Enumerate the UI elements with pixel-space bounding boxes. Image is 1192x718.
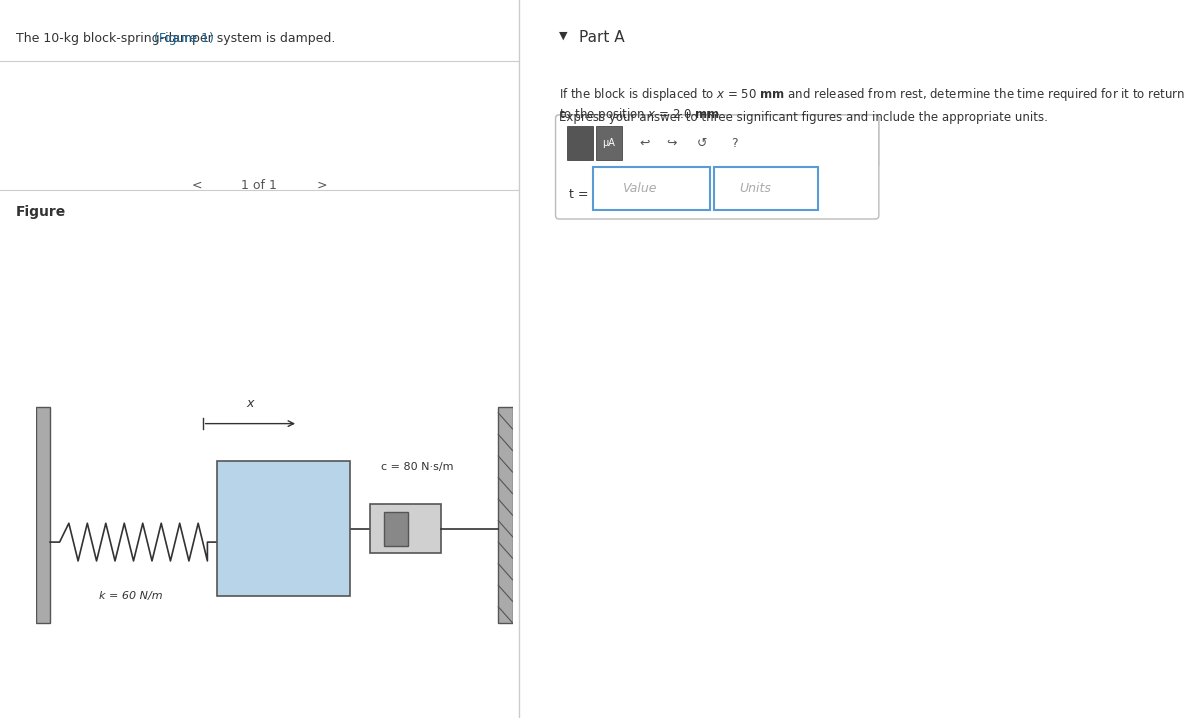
FancyBboxPatch shape <box>567 126 592 160</box>
Text: ▼: ▼ <box>559 30 567 40</box>
Text: The 10-kg block-spring-damper system is damped.: The 10-kg block-spring-damper system is … <box>15 32 335 45</box>
FancyBboxPatch shape <box>596 126 621 160</box>
Text: ↩: ↩ <box>640 136 651 149</box>
Text: k = 60 N/m: k = 60 N/m <box>99 590 163 600</box>
Text: 1 of 1: 1 of 1 <box>241 179 278 192</box>
Text: Express your answer to three significant figures and include the appropriate uni: Express your answer to three significant… <box>559 111 1048 124</box>
Text: c = 80 N·s/m: c = 80 N·s/m <box>381 462 453 472</box>
Bar <box>384 512 408 546</box>
FancyBboxPatch shape <box>555 115 879 169</box>
Text: x: x <box>247 397 254 410</box>
Text: Part A: Part A <box>579 30 625 45</box>
FancyBboxPatch shape <box>592 167 710 210</box>
FancyBboxPatch shape <box>555 115 879 219</box>
Text: Value: Value <box>622 182 657 195</box>
Text: Units: Units <box>740 182 771 195</box>
Text: If the block is displaced to $\it{x}$ = 50 $\bf{mm}$ and released from rest, det: If the block is displaced to $\it{x}$ = … <box>559 86 1185 123</box>
FancyBboxPatch shape <box>714 167 818 210</box>
Bar <box>217 462 350 596</box>
Text: <: < <box>192 179 203 192</box>
Text: Figure: Figure <box>15 205 66 218</box>
Bar <box>370 504 441 553</box>
Text: μA: μA <box>602 138 615 148</box>
Bar <box>36 407 50 623</box>
Text: t =: t = <box>569 187 589 200</box>
Text: ?: ? <box>731 136 738 149</box>
Text: (Figure 1): (Figure 1) <box>155 32 215 45</box>
Bar <box>498 407 513 623</box>
Text: >: > <box>316 179 327 192</box>
Text: ↪: ↪ <box>666 136 677 149</box>
Text: ↺: ↺ <box>697 136 708 149</box>
